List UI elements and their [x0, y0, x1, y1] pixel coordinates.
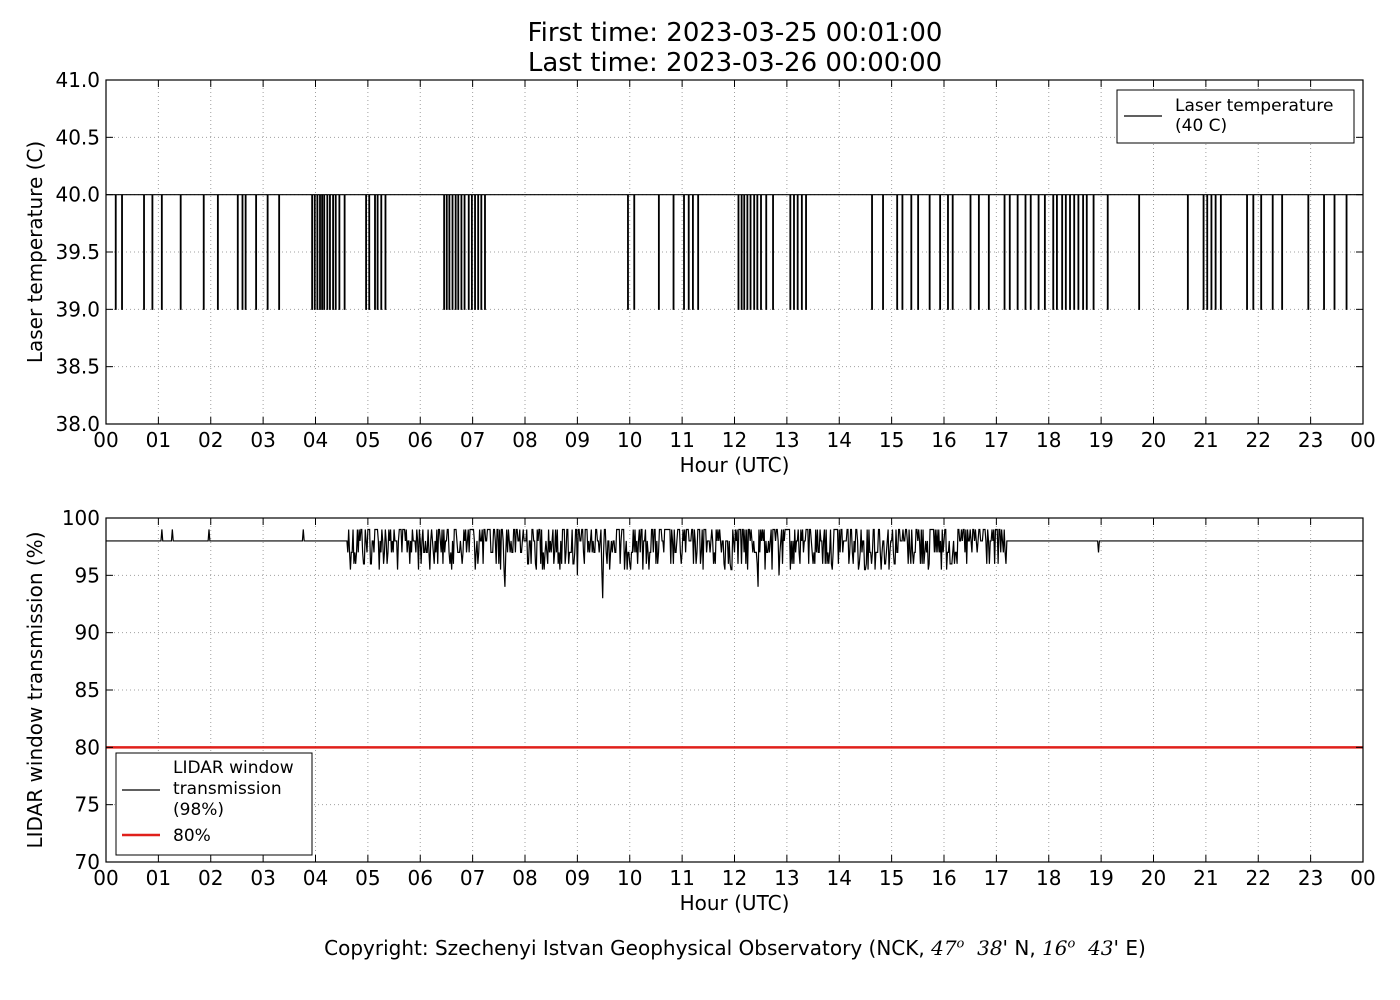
x-tick-label: 21: [1193, 428, 1218, 452]
longitude-degrees: 16: [1042, 936, 1068, 960]
x-tick-label: 12: [722, 428, 747, 452]
y-tick-label: 75: [75, 793, 100, 817]
y-tick-label: 85: [75, 678, 100, 702]
x-tick-label: 18: [1036, 866, 1061, 890]
y-tick-label: 39.0: [55, 297, 100, 321]
copyright-footer: Copyright: Szechenyi Istvan Geophysical …: [324, 936, 1146, 960]
threshold-legend-label: 80%: [173, 826, 211, 846]
x-tick-label: 06: [408, 866, 433, 890]
x-tick-label: 23: [1298, 866, 1323, 890]
longitude-direction: ' E): [1113, 936, 1146, 960]
lidar-legend-box: [115, 752, 313, 856]
x-tick-label: 22: [1246, 866, 1271, 890]
x-tick-label: 09: [565, 428, 590, 452]
x-tick-label: 00: [93, 428, 118, 452]
x-tick-label: 17: [984, 866, 1009, 890]
x-tick-label: 15: [879, 866, 904, 890]
x-tick-label: 10: [617, 866, 642, 890]
lidar-series-line: [106, 528, 1363, 599]
y-axis-label: Laser temperature (C): [23, 141, 47, 363]
chart-title-first-time: First time: 2023-03-25 00:01:00: [527, 18, 943, 48]
x-axis-label: Hour (UTC): [680, 891, 790, 915]
x-tick-label: 19: [1088, 866, 1113, 890]
latitude-direction: ' N,: [1002, 936, 1043, 960]
x-tick-label: 01: [146, 428, 171, 452]
chart-title-last-time: Last time: 2023-03-26 00:00:00: [527, 48, 943, 78]
x-axis-label: Hour (UTC): [680, 453, 790, 477]
x-tick-label: 20: [1141, 866, 1166, 890]
y-tick-label: 80: [75, 735, 100, 759]
x-tick-label: 06: [408, 428, 433, 452]
x-tick-label: 13: [774, 428, 799, 452]
x-tick-label: 15: [879, 428, 904, 452]
lidar-legend-label: transmission: [173, 779, 282, 799]
x-tick-label: 08: [512, 428, 537, 452]
x-tick-label: 08: [512, 866, 537, 890]
x-tick-label: 14: [827, 428, 852, 452]
laser-series-line: [106, 194, 1363, 310]
y-tick-label: 40.5: [55, 125, 100, 149]
x-tick-label: 22: [1246, 428, 1271, 452]
y-axis-label: LIDAR window transmission (%): [23, 532, 47, 849]
x-tick-label: 12: [722, 866, 747, 890]
y-tick-label: 39.5: [55, 240, 100, 264]
y-tick-label: 90: [75, 621, 100, 645]
x-tick-label: 05: [355, 866, 380, 890]
x-tick-label: 07: [460, 866, 485, 890]
x-tick-label: 16: [931, 866, 956, 890]
y-tick-label: 38.0: [55, 412, 100, 436]
lidar-legend-label: (98%): [173, 800, 224, 820]
longitude-minutes: 43: [1088, 936, 1114, 960]
x-tick-label: 18: [1036, 428, 1061, 452]
x-tick-label: 00: [1350, 866, 1375, 890]
laser-legend-label: (40 C): [1175, 116, 1227, 136]
x-tick-label: 00: [93, 866, 118, 890]
x-tick-label: 09: [565, 866, 590, 890]
x-tick-label: 02: [198, 866, 223, 890]
laser-legend-label: Laser temperature: [1175, 96, 1333, 116]
y-tick-label: 95: [75, 563, 100, 587]
x-tick-label: 07: [460, 428, 485, 452]
x-tick-label: 10: [617, 428, 642, 452]
x-tick-label: 04: [303, 428, 328, 452]
x-tick-label: 01: [146, 866, 171, 890]
lidar-legend-label: LIDAR window: [173, 758, 294, 778]
y-tick-label: 41.0: [55, 68, 100, 92]
x-tick-label: 19: [1088, 428, 1113, 452]
x-tick-label: 05: [355, 428, 380, 452]
x-tick-label: 17: [984, 428, 1009, 452]
x-tick-label: 11: [669, 866, 694, 890]
x-tick-label: 03: [250, 428, 275, 452]
x-tick-label: 11: [669, 428, 694, 452]
x-tick-label: 14: [827, 866, 852, 890]
y-tick-label: 40.0: [55, 183, 100, 207]
x-tick-label: 02: [198, 428, 223, 452]
x-tick-label: 13: [774, 866, 799, 890]
latitude-degrees: 47: [931, 936, 957, 960]
x-tick-label: 04: [303, 866, 328, 890]
x-tick-label: 16: [931, 428, 956, 452]
latitude-minutes: 38: [977, 936, 1003, 960]
y-tick-label: 38.5: [55, 355, 100, 379]
y-tick-label: 100: [62, 506, 100, 530]
x-tick-label: 20: [1141, 428, 1166, 452]
x-tick-label: 21: [1193, 866, 1218, 890]
x-tick-label: 03: [250, 866, 275, 890]
copyright-text: Copyright: Szechenyi Istvan Geophysical …: [324, 936, 932, 960]
y-tick-label: 70: [75, 850, 100, 874]
x-tick-label: 23: [1298, 428, 1323, 452]
x-tick-label: 00: [1350, 428, 1375, 452]
